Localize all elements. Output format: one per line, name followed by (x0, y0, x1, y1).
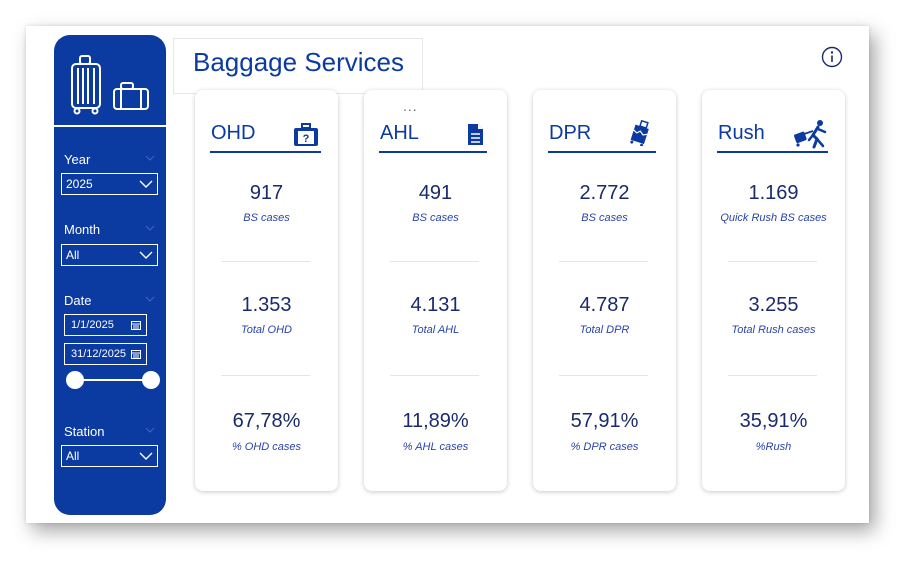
chevron-down-icon (139, 180, 153, 188)
total-value: 1.353 (241, 294, 292, 316)
card-title: OHD (211, 122, 256, 144)
card-title: Rush (718, 122, 765, 144)
percent-label: %Rush (755, 441, 792, 453)
more-options-icon[interactable]: ... (403, 98, 418, 114)
percent-label: % AHL cases (402, 441, 469, 453)
broken-suitcase-icon (630, 119, 649, 146)
card-title: AHL (380, 122, 419, 144)
bs-cases-value: 917 (249, 182, 284, 204)
percent-value: 67,78% (232, 410, 301, 432)
year-dropdown[interactable]: 2025 (61, 173, 158, 195)
percent-label: % DPR cases (570, 441, 639, 453)
end-date-value: 31/12/2025 (71, 348, 127, 360)
total-value: 3.255 (748, 294, 799, 316)
bs-cases-value: 2.772 (579, 182, 630, 204)
document-icon (468, 124, 483, 145)
card-title-underline (210, 151, 321, 153)
dpr-card[interactable]: DPR 2.772 BS cases 4.787 Total DPR 57,91… (533, 90, 676, 491)
card-separator (221, 375, 310, 376)
person-running-luggage-icon (794, 120, 827, 149)
bs-cases-value: 491 (418, 182, 453, 204)
card-title-underline (717, 151, 828, 153)
chevron-down-icon (139, 452, 153, 460)
bs-cases-label: BS cases (581, 212, 628, 224)
ahl-card[interactable]: AHL 491 BS cases 4.131 Total AHL 11,89% … (364, 90, 507, 491)
calendar-icon[interactable] (131, 321, 141, 330)
station-dropdown[interactable]: All (61, 445, 158, 467)
calendar-icon[interactable] (131, 350, 141, 359)
svg-text:?: ? (303, 133, 310, 145)
card-separator (559, 261, 648, 262)
month-label: Month (64, 222, 101, 237)
rush-card[interactable]: Rush 1.169 Quick Rush BS cases 3.255 Tot… (702, 90, 845, 491)
sidebar-divider (54, 125, 166, 127)
card-separator (559, 375, 648, 376)
station-value: All (66, 449, 80, 463)
chevron-down-icon[interactable] (145, 153, 155, 163)
percent-value: 11,89% (402, 410, 469, 432)
page-title: Baggage Services (193, 47, 405, 77)
suitcase-question-icon: ? (294, 123, 318, 146)
date-label: Date (64, 293, 92, 308)
card-separator (728, 261, 817, 262)
info-icon[interactable] (821, 46, 843, 68)
card-title-underline (379, 151, 487, 153)
month-value: All (66, 248, 80, 262)
total-label: Total Rush cases (731, 324, 816, 336)
total-label: Total DPR (579, 324, 630, 336)
chevron-down-icon[interactable] (145, 425, 155, 435)
card-separator (728, 375, 817, 376)
luggage-icon (71, 55, 149, 115)
filter-sidebar (54, 35, 166, 515)
card-separator (390, 375, 479, 376)
chevron-down-icon[interactable] (145, 294, 155, 304)
total-label: Total OHD (241, 324, 292, 336)
date-range-slider-track[interactable] (75, 379, 151, 381)
total-label: Total AHL (411, 324, 460, 336)
page-title-box: Baggage Services (173, 38, 423, 94)
chevron-down-icon (139, 251, 153, 259)
end-date-input[interactable]: 31/12/2025 (64, 343, 147, 365)
year-label: Year (64, 152, 91, 167)
card-title: DPR (549, 122, 592, 144)
card-separator (221, 261, 310, 262)
bs-cases-label: BS cases (412, 212, 459, 224)
date-range-start-handle[interactable] (66, 371, 84, 389)
percent-value: 35,91% (739, 410, 808, 432)
bs-cases-value: 1.169 (748, 182, 799, 204)
year-value: 2025 (66, 177, 93, 191)
percent-label: % OHD cases (231, 441, 302, 453)
station-label: Station (64, 424, 105, 439)
card-title-underline (548, 151, 656, 153)
luggage-logo (54, 35, 166, 125)
start-date-input[interactable]: 1/1/2025 (64, 314, 147, 336)
ohd-card[interactable]: OHD ? 917 BS cases 1.353 Total OHD 67,78… (195, 90, 338, 491)
date-range-end-handle[interactable] (142, 371, 160, 389)
bs-cases-label: BS cases (243, 212, 290, 224)
chevron-down-icon[interactable] (145, 223, 155, 233)
bs-cases-label: Quick Rush BS cases (720, 212, 827, 224)
card-separator (390, 261, 479, 262)
percent-value: 57,91% (570, 410, 639, 432)
month-dropdown[interactable]: All (61, 244, 158, 266)
start-date-value: 1/1/2025 (71, 319, 114, 331)
total-value: 4.787 (579, 294, 630, 316)
total-value: 4.131 (410, 294, 461, 316)
